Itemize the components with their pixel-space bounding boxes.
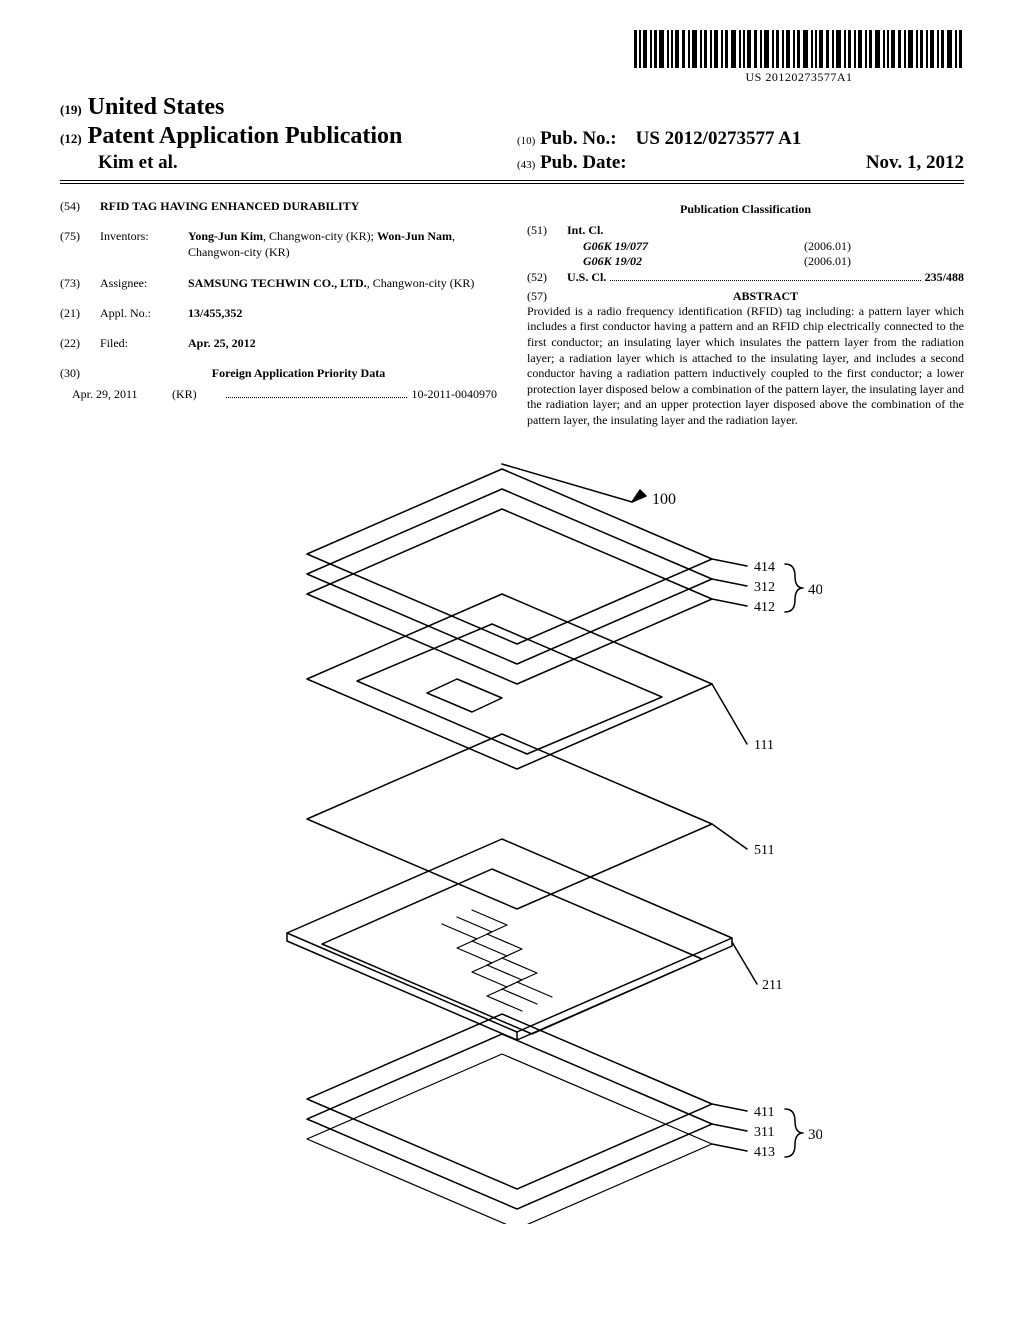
barcode: US 20120273577A1 <box>634 30 964 85</box>
lbl-311: 311 <box>754 1125 774 1140</box>
classification-block: (51) Int. Cl. G06K 19/077 (2006.01) G06K… <box>527 223 964 285</box>
group-300: 411 311 413 300 <box>307 1014 822 1224</box>
intcl-label: Int. Cl. <box>567 223 964 239</box>
author-line: Kim et al. <box>60 152 507 174</box>
intcl-ver-1: (2006.01) <box>804 254 894 270</box>
exploded-view-svg: 100 414 312 412 <box>202 454 822 1224</box>
lbl-414: 414 <box>754 560 775 575</box>
right-column: Publication Classification (51) Int. Cl.… <box>527 198 964 429</box>
biblio-columns: (54) RFID TAG HAVING ENHANCED DURABILITY… <box>60 198 964 429</box>
lbl-211: 211 <box>762 978 782 993</box>
pubtype-num: (12) <box>60 131 82 146</box>
title-num: (54) <box>60 198 100 214</box>
uscl-value: 235/488 <box>925 270 964 285</box>
inventor-1-loc: , Changwon-city (KR); <box>263 229 377 243</box>
header-right: (10) Pub. No.: US 2012/0273577 A1 (43) P… <box>507 128 964 174</box>
foreign-heading: Foreign Application Priority Data <box>100 365 497 381</box>
country-num: (19) <box>60 102 82 117</box>
pubno-line: (10) Pub. No.: US 2012/0273577 A1 <box>517 128 964 150</box>
patent-page: US 20120273577A1 (19) United States (12)… <box>0 0 1024 1269</box>
inventors-label: Inventors: <box>100 228 188 260</box>
abstract-num: (57) <box>527 289 567 304</box>
barcode-block: US 20120273577A1 <box>60 30 964 86</box>
group-400: 414 312 412 400 <box>307 469 822 684</box>
header-left: (19) United States (12) Patent Applicati… <box>60 94 507 174</box>
assignee-label: Assignee: <box>100 275 188 291</box>
pubdate-num: (43) <box>517 159 535 171</box>
pubno-num: (10) <box>517 135 535 147</box>
pubdate-line: (43) Pub. Date: Nov. 1, 2012 <box>517 152 964 174</box>
rule-bottom <box>60 183 964 184</box>
assignee-name: SAMSUNG TECHWIN CO., LTD. <box>188 276 367 290</box>
inventors-row: (75) Inventors: Yong-Jun Kim, Changwon-c… <box>60 228 497 260</box>
abstract-heading-row: (57) ABSTRACT <box>527 289 964 304</box>
intcl-code-0: G06K 19/077 <box>567 239 648 253</box>
uscl-num: (52) <box>527 270 567 285</box>
applno-row: (21) Appl. No.: 13/455,352 <box>60 305 497 321</box>
country-name: United States <box>88 94 225 120</box>
ref-100: 100 <box>652 491 676 508</box>
barcode-text: US 20120273577A1 <box>634 70 964 85</box>
title-row: (54) RFID TAG HAVING ENHANCED DURABILITY <box>60 198 497 214</box>
applno-num: (21) <box>60 305 100 321</box>
lbl-411: 411 <box>754 1105 774 1120</box>
filed-num: (22) <box>60 335 100 351</box>
uscl-row: (52) U.S. Cl. 235/488 <box>527 270 964 285</box>
filed-row: (22) Filed: Apr. 25, 2012 <box>60 335 497 351</box>
applno-value: 13/455,352 <box>188 305 497 321</box>
uscl-dots <box>610 270 920 281</box>
intcl-code-row-0: G06K 19/077 (2006.01) <box>527 239 964 255</box>
assignee-value: SAMSUNG TECHWIN CO., LTD., Changwon-city… <box>188 275 497 291</box>
barcode-svg <box>634 30 964 68</box>
filed-value: Apr. 25, 2012 <box>188 335 497 351</box>
grp-400: 400 <box>808 582 822 598</box>
pubdate-value: Nov. 1, 2012 <box>866 152 964 173</box>
left-column: (54) RFID TAG HAVING ENHANCED DURABILITY… <box>60 198 497 429</box>
header: (19) United States (12) Patent Applicati… <box>60 94 964 174</box>
foreign-heading-row: (30) Foreign Application Priority Data <box>60 365 497 381</box>
intcl-code-1: G06K 19/02 <box>567 254 642 268</box>
foreign-data-row: Apr. 29, 2011 (KR) 10-2011-0040970 <box>60 387 497 402</box>
intcl-code-row-1: G06K 19/02 (2006.01) <box>527 254 964 270</box>
layer-111: 111 <box>307 594 774 769</box>
lbl-111: 111 <box>754 738 774 753</box>
pub-type-line: (12) Patent Application Publication <box>60 123 507 150</box>
dot-leader <box>226 397 407 398</box>
layer-211: 211 <box>287 839 782 1040</box>
inventor-2: Won-Jun Nam <box>377 229 452 243</box>
pubtype-text: Patent Application Publication <box>88 123 403 149</box>
intcl-row: (51) Int. Cl. <box>527 223 964 239</box>
pubclass-heading: Publication Classification <box>527 202 964 217</box>
inventors-num: (75) <box>60 228 100 260</box>
inventor-1: Yong-Jun Kim <box>188 229 263 243</box>
foreign-num: (30) <box>60 365 100 381</box>
pubdate-label: Pub. Date: <box>540 152 627 173</box>
lbl-413: 413 <box>754 1145 775 1160</box>
uscl-label: U.S. Cl. <box>567 270 606 285</box>
pubno-value: US 2012/0273577 A1 <box>636 128 802 149</box>
country-line: (19) United States <box>60 94 507 121</box>
grp-300: 300 <box>808 1127 822 1143</box>
foreign-country: (KR) <box>172 387 222 402</box>
foreign-date: Apr. 29, 2011 <box>72 387 172 402</box>
assignee-num: (73) <box>60 275 100 291</box>
lbl-412: 412 <box>754 600 775 615</box>
invention-title: RFID TAG HAVING ENHANCED DURABILITY <box>100 198 497 214</box>
lbl-312: 312 <box>754 580 775 595</box>
assignee-loc: , Changwon-city (KR) <box>367 276 475 290</box>
lbl-511: 511 <box>754 843 774 858</box>
rule-top <box>60 180 964 181</box>
assignee-row: (73) Assignee: SAMSUNG TECHWIN CO., LTD.… <box>60 275 497 291</box>
layer-511: 511 <box>307 734 774 909</box>
foreign-appno: 10-2011-0040970 <box>411 387 497 402</box>
inventors-value: Yong-Jun Kim, Changwon-city (KR); Won-Ju… <box>188 228 497 260</box>
filed-label: Filed: <box>100 335 188 351</box>
pubno-label: Pub. No.: <box>540 128 617 149</box>
applno-label: Appl. No.: <box>100 305 188 321</box>
abstract-text: Provided is a radio frequency identifica… <box>527 304 964 429</box>
intcl-num: (51) <box>527 223 567 239</box>
figure: 100 414 312 412 <box>60 454 964 1229</box>
abstract-heading: ABSTRACT <box>567 289 964 304</box>
intcl-ver-0: (2006.01) <box>804 239 894 255</box>
